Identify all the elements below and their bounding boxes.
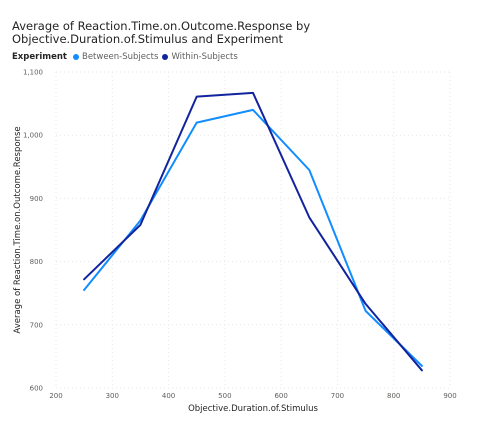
x-tick-label: 200 [49, 392, 62, 400]
legend-label-within-subjects: Within-Subjects [171, 52, 238, 62]
y-axis-ticks: 600 700 800 900 1,000 1,100 [23, 69, 43, 393]
x-tick-label: 900 [443, 392, 456, 400]
legend-marker-between-subjects [72, 54, 79, 60]
y-tick-label: 700 [30, 321, 43, 329]
legend-item-between-subjects[interactable]: Between-Subjects [72, 52, 159, 62]
chart-title: Average of Reaction.Time.on.Outcome.Resp… [12, 19, 311, 46]
y-tick-label: 600 [30, 385, 43, 393]
gridlines [55, 71, 451, 389]
y-axis-label: Average of Reaction.Time.on.Outcome.Resp… [13, 126, 23, 333]
legend-label-between-subjects: Between-Subjects [81, 52, 159, 62]
x-tick-label: 600 [274, 392, 287, 400]
legend-title: Experiment [12, 52, 67, 62]
x-axis-ticks: 200 300 400 500 600 700 800 900 [49, 392, 456, 400]
legend-item-within-subjects[interactable]: Within-Subjects [162, 52, 238, 62]
y-tick-label: 800 [30, 258, 43, 266]
y-tick-label: 900 [30, 195, 43, 203]
x-axis-label: Objective.Duration.of.Stimulus [188, 404, 318, 414]
x-tick-label: 500 [218, 392, 231, 400]
y-tick-label: 1,100 [23, 69, 43, 77]
x-tick-label: 300 [106, 392, 119, 400]
series-line-within-subjects[interactable] [83, 91, 423, 372]
legend: Experiment Between-Subjects Within-Subje… [12, 52, 242, 62]
y-tick-label: 1,000 [23, 132, 43, 140]
x-tick-label: 800 [387, 392, 400, 400]
x-tick-label: 400 [162, 392, 175, 400]
legend-marker-within-subjects [162, 54, 169, 60]
x-tick-label: 700 [331, 392, 344, 400]
series-line-between-subjects[interactable] [83, 108, 423, 367]
series-lines [83, 91, 423, 372]
